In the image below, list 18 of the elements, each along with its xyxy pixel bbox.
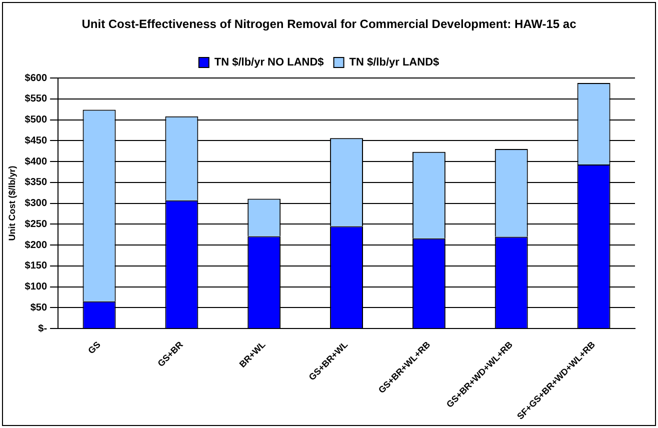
legend-label: TN $/lb/yr NO LAND$ bbox=[214, 56, 324, 69]
y-tick-label: $400 bbox=[24, 156, 48, 168]
y-tick-label: $50 bbox=[30, 302, 48, 314]
y-tick-label: $- bbox=[38, 323, 48, 334]
legend-label: TN $/lb/yr LAND$ bbox=[349, 56, 440, 69]
y-tick-label: $600 bbox=[24, 72, 48, 84]
y-tick-label: $100 bbox=[24, 282, 48, 293]
x-tick-label: GS bbox=[86, 339, 102, 356]
y-tick-label: $450 bbox=[24, 135, 48, 146]
y-axis-title: Unit Cost ($/lb/yr) bbox=[6, 166, 17, 241]
y-tick-label: $550 bbox=[24, 94, 48, 105]
y-tick-label: $150 bbox=[24, 260, 48, 272]
y-tick-label: $350 bbox=[24, 177, 48, 188]
chart-title: Unit Cost-Effectiveness of Nitrogen Removal for Commercial Development: HAW-15 ac bbox=[80, 17, 578, 32]
y-tick-label: $300 bbox=[24, 198, 48, 210]
y-tick-label: $500 bbox=[24, 114, 48, 126]
y-tick-label: $200 bbox=[24, 240, 48, 251]
y-tick-label: $250 bbox=[24, 218, 48, 230]
